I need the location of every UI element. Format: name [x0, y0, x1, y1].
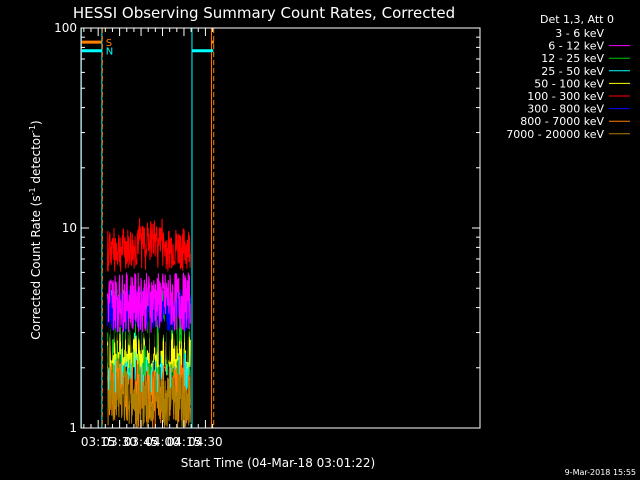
y-tick-label: 10 [62, 221, 77, 235]
x-tick-label: 03:45 [124, 435, 159, 449]
chart-title: HESSI Observing Summary Count Rates, Cor… [73, 4, 455, 22]
legend-label: 50 - 100 keV [534, 77, 604, 90]
flag-layer: SN [81, 38, 214, 58]
legend-label: 12 - 25 keV [541, 52, 604, 65]
y-tick-label: 100 [54, 21, 77, 35]
footer-timestamp: 9-Mar-2018 15:55 [565, 468, 636, 477]
legend-title: Det 1,3, Att 0 [540, 13, 614, 26]
x-tick-label: 04:30 [188, 435, 223, 449]
y-axis-label-superscript: -1 [28, 125, 37, 133]
x-tick-label: 03:30 [102, 435, 137, 449]
legend-label: 100 - 300 keV [527, 90, 604, 103]
data-layer [107, 217, 191, 429]
y-axis-label-part: ) [29, 120, 43, 125]
legend-label: 3 - 6 keV [555, 27, 604, 40]
x-tick-label: 04:15 [167, 435, 202, 449]
y-axis-label-superscript: -1 [28, 187, 37, 195]
y-axis: 1 10 100 [54, 21, 480, 435]
series-trace [107, 367, 191, 429]
x-tick-label: 03:15 [81, 435, 116, 449]
flag-label: S [106, 38, 112, 49]
series-trace [107, 217, 191, 272]
y-axis-label-part: detector [29, 133, 43, 188]
x-tick-label: 04:00 [145, 435, 180, 449]
legend-label: 300 - 800 keV [527, 103, 604, 116]
flag-label: N [106, 47, 113, 58]
x-axis-label: Start Time (04-Mar-18 03:01:22) [181, 456, 375, 470]
legend-label: 25 - 50 keV [541, 65, 604, 78]
legend-label: 6 - 12 keV [548, 40, 604, 53]
y-axis-label-part: Corrected Count Rate (s [29, 195, 43, 339]
y-axis-label: Corrected Count Rate (s-1 detector-1) [28, 120, 43, 339]
series-trace [107, 271, 191, 333]
legend-label: 800 - 7000 keV [520, 115, 604, 128]
legend-label: 7000 - 20000 keV [506, 128, 604, 141]
y-tick-label: 1 [69, 421, 77, 435]
